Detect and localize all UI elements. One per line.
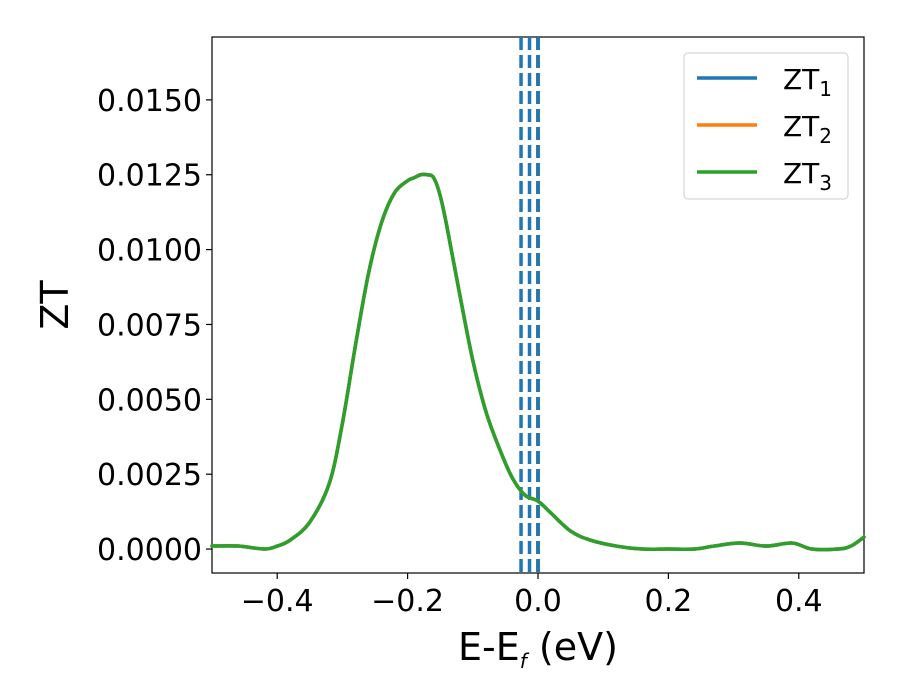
- legend-items: ZT1 ZT2 ZT3: [697, 63, 832, 195]
- x-tick-label: 0.4: [775, 584, 823, 619]
- legend: ZT1 ZT2 ZT3: [683, 52, 849, 200]
- y-tick-label: 0.0150: [97, 84, 202, 119]
- x-tick-label: −0.2: [371, 584, 444, 619]
- legend-entry-label: ZT3: [783, 157, 832, 195]
- series-line-zt3: [210, 172, 866, 552]
- y-tick-label: 0.0100: [97, 234, 202, 269]
- series-lines: [210, 172, 866, 552]
- y-axis-ticks: 0.0000 0.0025 0.0050 0.0075 0.0100 0.0125 0.01…: [97, 84, 212, 568]
- y-tick-label: 0.0000: [97, 533, 202, 568]
- x-tick-label: 0.2: [645, 584, 693, 619]
- legend-box: [683, 52, 849, 200]
- y-tick-label: 0.0125: [97, 159, 202, 194]
- x-tick-label: −0.4: [241, 584, 314, 619]
- x-axis-label: E-Ef (eV): [458, 625, 618, 673]
- legend-entry-label: ZT1: [783, 63, 832, 101]
- y-tick-label: 0.0025: [97, 458, 202, 493]
- y-tick-label: 0.0075: [97, 308, 202, 343]
- y-tick-label: 0.0050: [97, 383, 202, 418]
- legend-entry-label: ZT2: [783, 110, 832, 148]
- x-axis-ticks: −0.4 −0.2 0.0 0.2 0.4: [241, 573, 823, 619]
- y-axis-label: ZT: [33, 280, 77, 330]
- x-tick-label: 0.0: [514, 584, 562, 619]
